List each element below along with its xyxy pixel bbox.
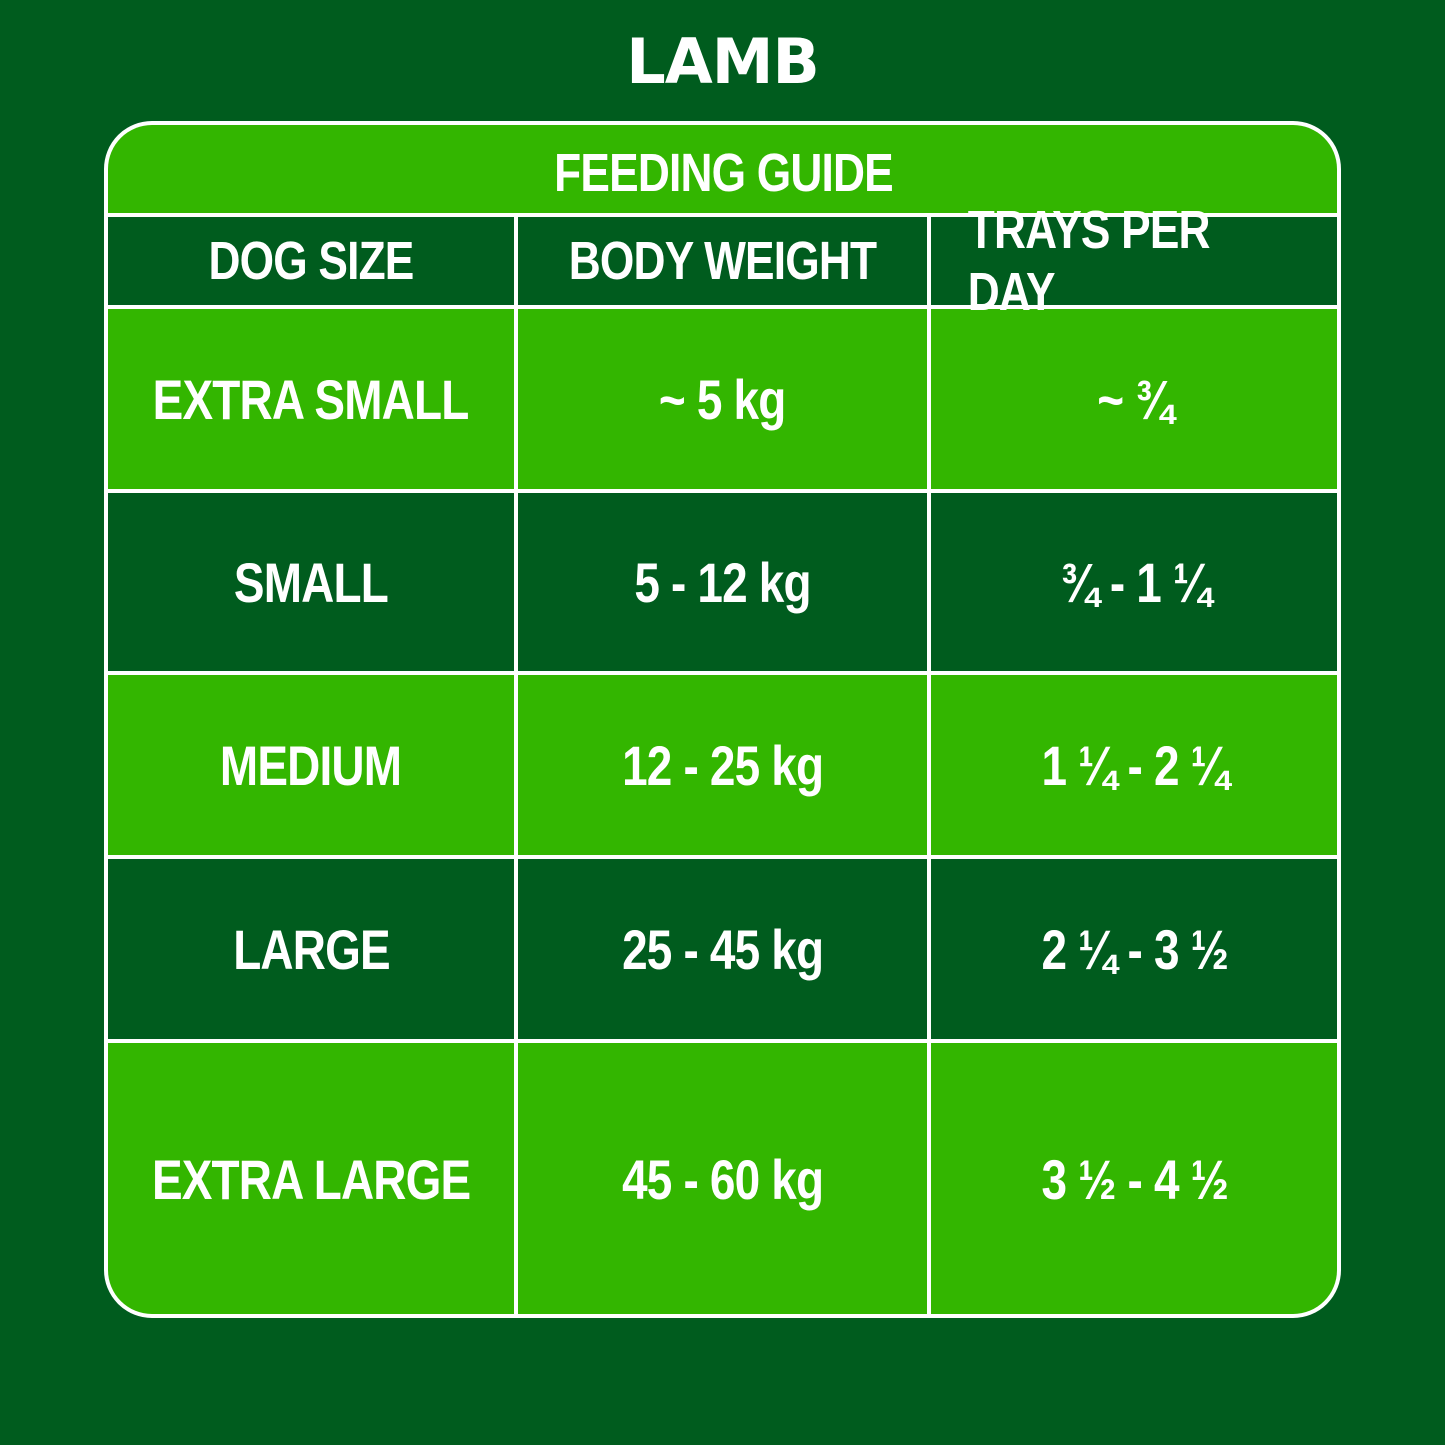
cell-text: EXTRA LARGE xyxy=(151,1148,471,1211)
table-cell-size: LARGE xyxy=(108,859,514,1039)
cell-text: MEDIUM xyxy=(220,733,402,797)
cell-text: 45 - 60 kg xyxy=(621,1148,824,1211)
table-cell-trays: ¾ - 1 ¼ xyxy=(931,493,1337,671)
column-header-dog-size: DOG SIZE xyxy=(108,217,514,305)
table-cell-trays: ~ ¾ xyxy=(931,309,1337,489)
table-cell-trays: 1 ¼ - 2 ¼ xyxy=(931,675,1337,855)
feeding-guide-card: FEEDING GUIDE DOG SIZE BODY WEIGHT TRAYS… xyxy=(104,121,1341,1318)
table-cell-size: EXTRA LARGE xyxy=(108,1043,514,1314)
cell-text: ¾ - 1 ¼ xyxy=(1060,550,1211,614)
table-cell-weight: 5 - 12 kg xyxy=(518,493,927,671)
column-header-label: TRAYS PER DAY xyxy=(967,200,1211,322)
cell-text: SMALL xyxy=(233,550,389,614)
table-cell-size: SMALL xyxy=(108,493,514,671)
cell-text: 12 - 25 kg xyxy=(621,733,824,797)
table-cell-weight: ~ 5 kg xyxy=(518,309,927,489)
cell-text: ~ ¾ xyxy=(1097,367,1173,431)
table-cell-size: EXTRA SMALL xyxy=(108,309,514,489)
table-cell-size: MEDIUM xyxy=(108,675,514,855)
table-cell-weight: 12 - 25 kg xyxy=(518,675,927,855)
feeding-guide-title: FEEDING GUIDE xyxy=(108,125,1337,213)
column-header-label: DOG SIZE xyxy=(208,231,414,291)
table-cell-trays: 2 ¼ - 3 ½ xyxy=(931,859,1337,1039)
page-title: LAMB xyxy=(626,25,819,98)
table-cell-weight: 45 - 60 kg xyxy=(518,1043,927,1314)
cell-text: 1 ¼ - 2 ¼ xyxy=(1041,733,1229,797)
cell-text: ~ 5 kg xyxy=(659,367,786,431)
column-header-trays-per-day: TRAYS PER DAY xyxy=(931,200,1337,322)
cell-text: 25 - 45 kg xyxy=(621,917,824,981)
cell-text: 5 - 12 kg xyxy=(634,550,811,614)
cell-text: LARGE xyxy=(232,917,390,981)
cell-text: 3 ½ - 4 ½ xyxy=(1041,1148,1229,1211)
table-cell-weight: 25 - 45 kg xyxy=(518,859,927,1039)
cell-text: 2 ¼ - 3 ½ xyxy=(1041,917,1229,981)
feeding-guide-title-text: FEEDING GUIDE xyxy=(554,143,894,203)
cell-text: EXTRA SMALL xyxy=(153,367,470,431)
table-cell-trays: 3 ½ - 4 ½ xyxy=(931,1043,1337,1314)
column-header-body-weight: BODY WEIGHT xyxy=(518,217,927,305)
column-header-label: BODY WEIGHT xyxy=(568,231,877,291)
feeding-guide-table: FEEDING GUIDE DOG SIZE BODY WEIGHT TRAYS… xyxy=(108,125,1337,1314)
